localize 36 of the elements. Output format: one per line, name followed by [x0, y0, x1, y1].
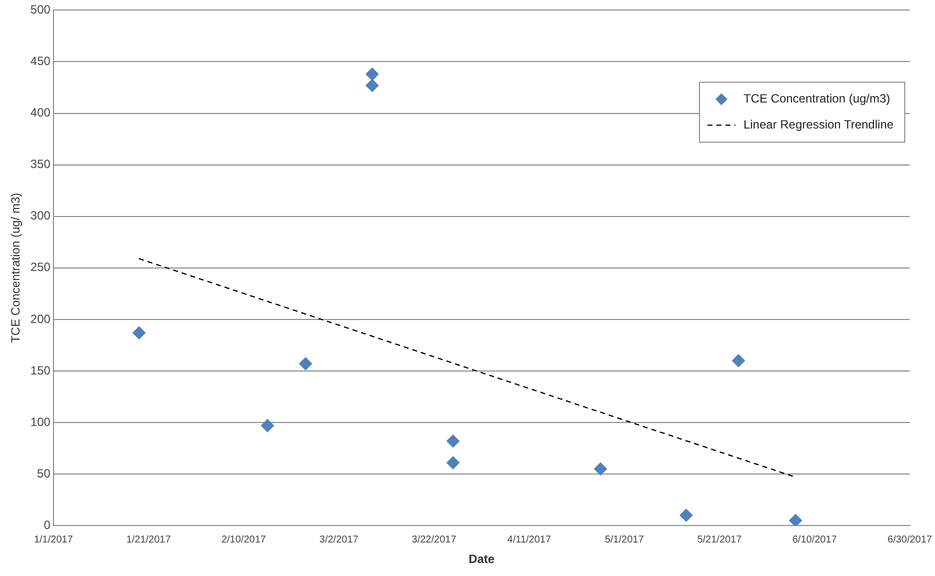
y-tick-label: 500	[30, 2, 51, 17]
point	[789, 514, 802, 526]
x-tick-label: 6/30/2017	[888, 534, 932, 546]
y-tick-label: 450	[30, 54, 51, 68]
legend-label: TCE Concentration (ug/m3)	[743, 92, 890, 106]
x-tick-label: 3/2/2017	[319, 534, 359, 546]
y-tick-label: 150	[30, 363, 51, 378]
point	[366, 78, 379, 92]
y-tick-label: 100	[30, 414, 51, 429]
x-tick-label: 5/1/2017	[604, 534, 644, 546]
x-tick-label: 2/10/2017	[221, 534, 266, 546]
point	[732, 354, 745, 368]
point	[261, 419, 274, 432]
point	[594, 462, 608, 476]
x-tick-label: 6/10/2017	[792, 534, 838, 546]
legend-label: Linear Regression Trendline	[743, 118, 894, 132]
point	[446, 456, 460, 470]
point	[299, 357, 312, 370]
x-axis-title: Date	[468, 552, 495, 566]
x-tick-label: 1/21/2017	[126, 534, 172, 546]
y-tick-label: 300	[30, 208, 51, 223]
y-axis-title: TCE Concentration (ug/ m3)	[8, 192, 23, 343]
y-tick-label: 250	[30, 260, 51, 274]
x-tick-label: 3/22/2017	[412, 534, 457, 546]
y-tick-label: 350	[30, 157, 51, 172]
y-tick-label: 0	[44, 518, 51, 532]
point	[446, 434, 460, 448]
x-tick-label: 1/1/2017	[34, 534, 74, 546]
x-tick-label: 5/21/2017	[697, 534, 742, 546]
point	[366, 68, 379, 81]
y-tick-label: 200	[30, 312, 51, 326]
point	[132, 326, 146, 340]
y-tick-label: 400	[30, 106, 51, 120]
x-tick-label: 4/11/2017	[507, 534, 552, 546]
y-tick-label: 50	[37, 466, 51, 480]
point	[680, 508, 693, 522]
